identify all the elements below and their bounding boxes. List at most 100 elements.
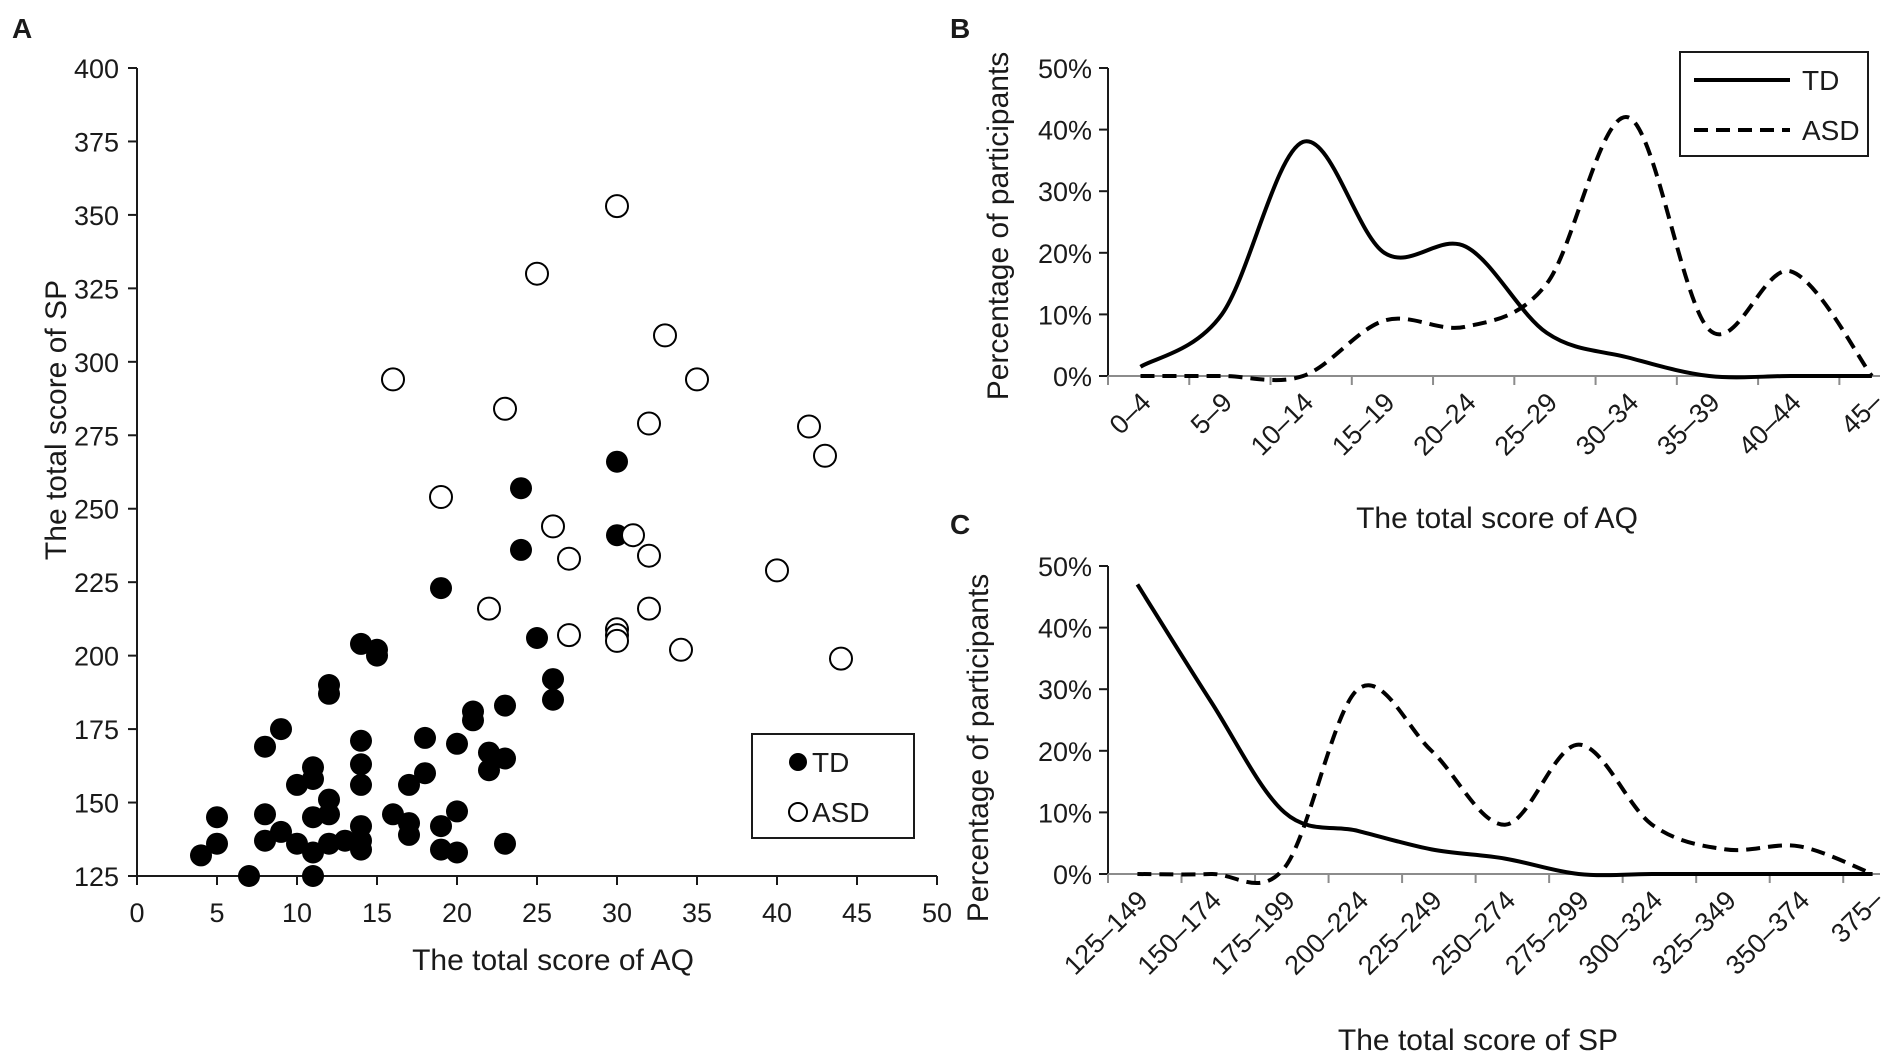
a-y-tick-label: 275 [74, 421, 119, 451]
c-series-td-line [1135, 583, 1873, 878]
c-x-axis-title: The total score of SP [1338, 1024, 1618, 1057]
a-point-asd [797, 414, 821, 439]
b-y-tick-label: 50% [1038, 54, 1092, 84]
a-x-tick-label: 40 [762, 898, 792, 928]
a-point-td [190, 844, 212, 867]
c-axes: 0%10%20%30%40%50%125–149150–174175–19920… [1038, 552, 1889, 981]
a-point-td [318, 803, 340, 826]
panel-c-line: C 0%10%20%30%40%50%125–149150–174175–199… [950, 509, 1889, 1057]
a-point-td [446, 732, 468, 755]
a-y-tick-label: 325 [74, 274, 119, 304]
c-y-tick-label: 10% [1038, 798, 1092, 828]
a-legend-box [751, 733, 915, 839]
a-point-asd [653, 323, 677, 348]
a-point-td [350, 773, 372, 796]
a-legend-td-marker [789, 753, 807, 771]
a-point-asd [829, 646, 853, 671]
a-x-tick-label: 0 [129, 898, 144, 928]
c-y-axis-title: Percentage of participants [962, 574, 995, 923]
a-point-td [414, 726, 436, 749]
a-point-asd [605, 628, 629, 653]
c-y-tick-label: 20% [1038, 737, 1092, 767]
a-x-tick-label: 30 [602, 898, 632, 928]
a-point-td [542, 688, 564, 711]
a-point-td [398, 823, 420, 846]
a-point-td [382, 803, 404, 826]
a-x-tick-label: 15 [362, 898, 392, 928]
c-y-tick-label: 50% [1038, 552, 1092, 582]
a-point-td [462, 709, 484, 732]
a-point-asd [525, 261, 549, 286]
b-legend-box [1679, 51, 1869, 157]
a-point-td [206, 832, 228, 855]
a-point-td [446, 841, 468, 864]
a-point-td [302, 768, 324, 790]
a-y-tick-label: 400 [74, 54, 119, 84]
a-point-td [270, 820, 292, 843]
b-y-tick-label: 30% [1038, 177, 1092, 207]
a-x-tick-label: 25 [522, 898, 552, 928]
a-x-tick-label: 5 [209, 898, 224, 928]
b-x-tick-label: 45– [1835, 387, 1888, 440]
a-point-td [494, 694, 516, 717]
a-y-tick-label: 250 [74, 495, 119, 525]
a-legend-asd-label: ASD [812, 797, 870, 828]
a-point-td [366, 644, 388, 667]
panel-letter-a: A [12, 13, 32, 44]
panel-letter-c: C [950, 509, 970, 540]
a-point-td [446, 800, 468, 823]
a-point-td [238, 865, 260, 887]
b-x-tick-label: 25–29 [1489, 387, 1563, 461]
c-curves [1135, 583, 1874, 885]
b-x-tick-label: 30–34 [1570, 387, 1644, 461]
b-curves [1139, 115, 1874, 383]
a-point-td [398, 773, 420, 796]
panel-a-scatter: A 125 150 175 200 225 250 275 300 325 350 375 400 0 5… [12, 13, 952, 977]
b-y-tick-label: 40% [1038, 116, 1092, 146]
a-y-tick-label: 150 [74, 789, 119, 819]
panel-letter-b: B [950, 13, 970, 44]
a-point-asd [621, 523, 645, 548]
b-series-td-line [1139, 139, 1872, 380]
c-y-tick-label: 30% [1038, 675, 1092, 705]
a-point-td [286, 832, 308, 855]
a-x-tick-label: 50 [922, 898, 952, 928]
c-y-tick-label: 40% [1038, 614, 1092, 644]
a-legend: TD ASD [751, 733, 915, 839]
a-point-asd [557, 546, 581, 571]
a-point-asd [637, 596, 661, 621]
b-legend-asd-label: ASD [1802, 115, 1860, 146]
a-point-asd [637, 411, 661, 436]
a-point-asd [669, 637, 693, 662]
c-x-tick-label: 375– [1825, 885, 1889, 949]
a-point-asd [605, 194, 629, 219]
a-point-asd [637, 543, 661, 568]
a-point-td [270, 718, 292, 741]
c-series-asd-line [1137, 683, 1874, 885]
a-point-asd [813, 443, 837, 468]
c-y-tick-label: 0% [1053, 860, 1092, 890]
a-y-tick-label: 125 [74, 862, 119, 892]
a-point-asd [685, 367, 709, 392]
a-point-td [254, 803, 276, 826]
a-y-tick-label: 200 [74, 642, 119, 672]
a-point-td [334, 829, 356, 852]
a-point-asd [429, 485, 453, 509]
a-point-asd [477, 596, 501, 621]
a-y-axis-title: The total score of SP [40, 280, 73, 560]
a-point-asd [381, 367, 405, 392]
a-point-td [254, 735, 276, 758]
a-point-td [350, 729, 372, 752]
a-point-td [414, 762, 436, 785]
a-point-td [526, 627, 548, 649]
a-point-td [478, 759, 500, 782]
b-legend-td-label: TD [1802, 65, 1839, 96]
b-x-tick-label: 0–4 [1104, 387, 1157, 440]
a-legend-td-label: TD [812, 747, 849, 778]
a-point-td [206, 806, 228, 829]
a-point-td [430, 577, 452, 600]
a-y-tick-label: 225 [74, 568, 119, 598]
a-x-tick-label: 10 [282, 898, 312, 928]
b-x-tick-label: 20–24 [1407, 387, 1481, 461]
a-y-tick-label: 300 [74, 348, 119, 378]
